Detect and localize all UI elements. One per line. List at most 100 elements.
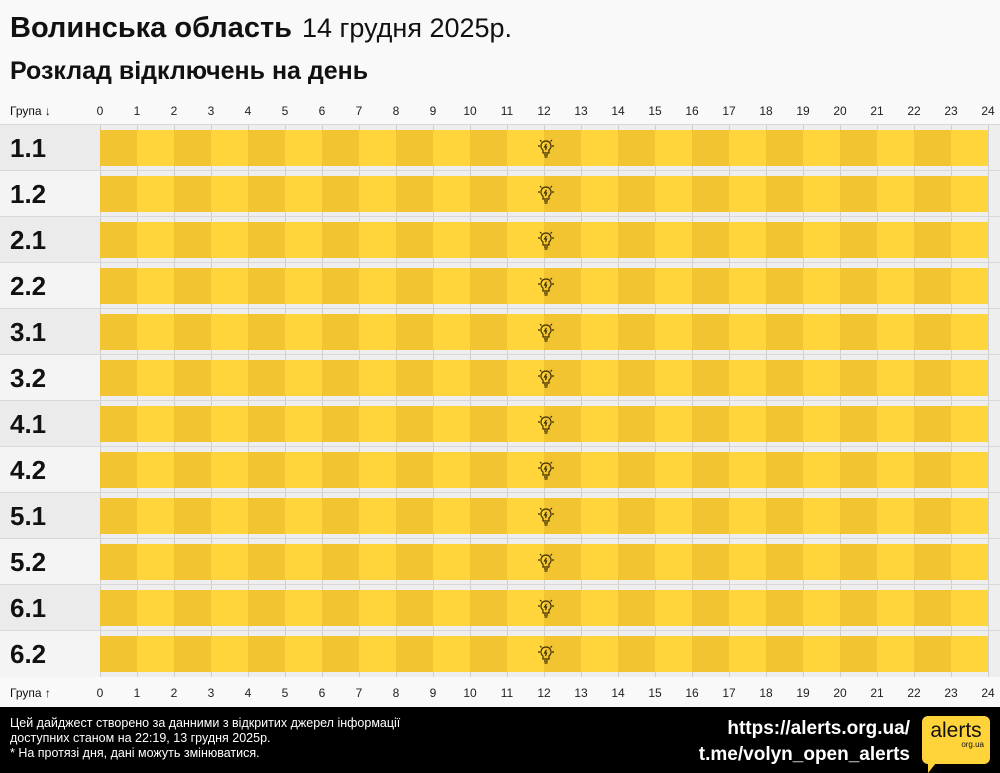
hour-gridline	[988, 401, 989, 447]
power-on-hour	[729, 544, 766, 580]
timeline-track	[100, 401, 1000, 447]
power-on-hour	[470, 452, 507, 488]
power-on-hour	[433, 360, 470, 396]
power-on-hour	[618, 314, 655, 350]
power-on-hour	[433, 130, 470, 166]
power-on-hour	[211, 222, 248, 258]
hour-tick: 22	[907, 104, 921, 118]
power-on-hour	[951, 498, 988, 534]
power-on-hour	[211, 176, 248, 212]
power-on-hour	[951, 544, 988, 580]
hour-gridline	[988, 447, 989, 493]
hour-tick: 15	[648, 686, 662, 700]
power-on-hour	[655, 222, 692, 258]
power-on-hour	[174, 406, 211, 442]
power-on-hour	[507, 406, 544, 442]
power-on-hour	[840, 314, 877, 350]
power-on-hour	[840, 360, 877, 396]
power-on-hour	[840, 268, 877, 304]
group-name: 3.2	[0, 355, 100, 401]
power-on-hour	[322, 268, 359, 304]
power-on-hour	[285, 176, 322, 212]
power-on-hour	[766, 406, 803, 442]
power-on-hour	[692, 130, 729, 166]
power-on-hour	[359, 176, 396, 212]
power-on-hour	[211, 636, 248, 672]
power-on-hour	[618, 498, 655, 534]
hour-tick: 7	[355, 686, 363, 700]
power-on-hour	[655, 176, 692, 212]
power-on-hour	[100, 176, 137, 212]
power-on-hour	[396, 314, 433, 350]
power-on-hour	[507, 176, 544, 212]
timeline-track	[100, 171, 1000, 217]
group-name: 1.2	[0, 171, 100, 217]
power-on-hour	[581, 498, 618, 534]
hour-tick: 14	[611, 686, 625, 700]
power-on-hour	[655, 130, 692, 166]
power-on-hour	[803, 176, 840, 212]
power-on-hour	[877, 130, 914, 166]
hour-gridline	[988, 493, 989, 539]
power-on-hour	[470, 222, 507, 258]
power-on-hour	[840, 222, 877, 258]
power-on-hour	[951, 360, 988, 396]
timeline-track	[100, 539, 1000, 585]
power-on-hour	[322, 314, 359, 350]
power-on-hour	[877, 590, 914, 626]
power-on-hour	[618, 176, 655, 212]
power-on-hour	[137, 590, 174, 626]
power-on-hour	[322, 406, 359, 442]
power-on-hour	[470, 176, 507, 212]
power-on-hour	[729, 452, 766, 488]
power-on-hour	[470, 544, 507, 580]
power-on-hour	[581, 452, 618, 488]
power-on-hour	[285, 636, 322, 672]
power-on-hour	[137, 360, 174, 396]
power-on-hour	[322, 636, 359, 672]
power-on-hour	[100, 590, 137, 626]
hour-tick: 0	[96, 686, 104, 700]
group-label-bottom: Група ↑	[10, 686, 51, 700]
website-link[interactable]: https://alerts.org.ua/	[727, 718, 910, 739]
power-on-hour	[914, 406, 951, 442]
power-on-hour	[359, 130, 396, 166]
hour-gridline	[988, 263, 989, 309]
power-on-hour	[729, 498, 766, 534]
power-on-hour	[840, 590, 877, 626]
power-on-hour	[174, 222, 211, 258]
power-on-hour	[581, 636, 618, 672]
power-on-hour	[803, 222, 840, 258]
hour-tick: 15	[648, 104, 662, 118]
lightbulb-icon	[536, 459, 556, 481]
hour-tick: 17	[722, 104, 736, 118]
power-on-hour	[285, 590, 322, 626]
power-on-hour	[248, 360, 285, 396]
power-on-hour	[618, 452, 655, 488]
power-on-hour	[507, 222, 544, 258]
hour-tick: 3	[207, 104, 215, 118]
hour-tick: 20	[833, 686, 847, 700]
power-on-hour	[803, 452, 840, 488]
hour-tick: 1	[133, 104, 141, 118]
subtitle: Розклад відключень на день	[10, 57, 369, 85]
lightbulb-icon	[536, 505, 556, 527]
power-on-hour	[137, 314, 174, 350]
power-on-hour	[174, 590, 211, 626]
power-on-hour	[322, 130, 359, 166]
power-on-hour	[211, 314, 248, 350]
power-on-hour	[655, 268, 692, 304]
power-on-hour	[470, 268, 507, 304]
power-on-hour	[581, 176, 618, 212]
power-on-hour	[100, 268, 137, 304]
power-on-hour	[470, 636, 507, 672]
power-on-hour	[174, 130, 211, 166]
telegram-link[interactable]: t.me/volyn_open_alerts	[698, 744, 910, 765]
power-on-hour	[914, 130, 951, 166]
power-on-hour	[359, 498, 396, 534]
power-on-hour	[507, 498, 544, 534]
power-on-hour	[248, 544, 285, 580]
power-on-hour	[396, 544, 433, 580]
power-on-hour	[951, 222, 988, 258]
group-label-top: Група ↓	[10, 104, 51, 118]
